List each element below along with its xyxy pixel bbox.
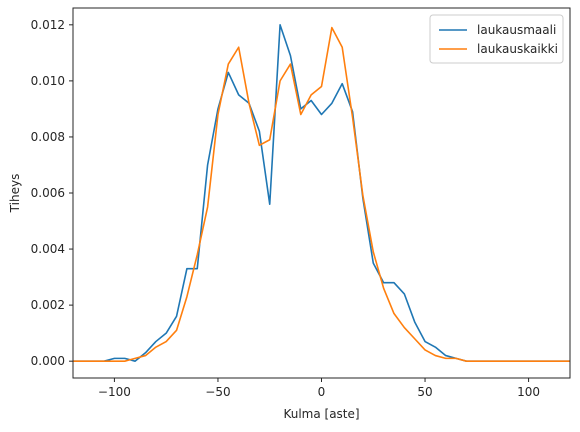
- series-line-laukauskaikki: [73, 26, 570, 362]
- legend: laukausmaali laukauskaikki: [429, 14, 564, 64]
- x-tick-label: 50: [417, 385, 432, 399]
- x-tick-label: −50: [205, 385, 230, 399]
- legend-label-laukausmaali: laukausmaali: [477, 23, 556, 37]
- y-tick-label: 0.012: [31, 18, 65, 32]
- y-tick-label: 0.010: [31, 74, 65, 88]
- x-tick-label: 100: [517, 385, 540, 399]
- y-axis-label: Tiheys: [8, 174, 22, 214]
- x-axis-ticks: −100 −50 0 50 100: [98, 378, 540, 399]
- series-lines: [73, 24, 570, 362]
- y-tick-label: 0.000: [31, 354, 65, 368]
- legend-label-laukauskaikki: laukauskaikki: [477, 42, 558, 56]
- y-tick-label: 0.006: [31, 186, 65, 200]
- x-tick-label: 0: [318, 385, 326, 399]
- y-tick-label: 0.004: [31, 242, 65, 256]
- y-tick-label: 0.008: [31, 130, 65, 144]
- y-axis-ticks: 0.000 0.002 0.004 0.006 0.008 0.010 0.012: [31, 18, 73, 368]
- x-axis-label: Kulma [aste]: [283, 407, 359, 421]
- legend-box: [429, 14, 564, 64]
- y-tick-label: 0.002: [31, 298, 65, 312]
- x-tick-label: −100: [98, 385, 131, 399]
